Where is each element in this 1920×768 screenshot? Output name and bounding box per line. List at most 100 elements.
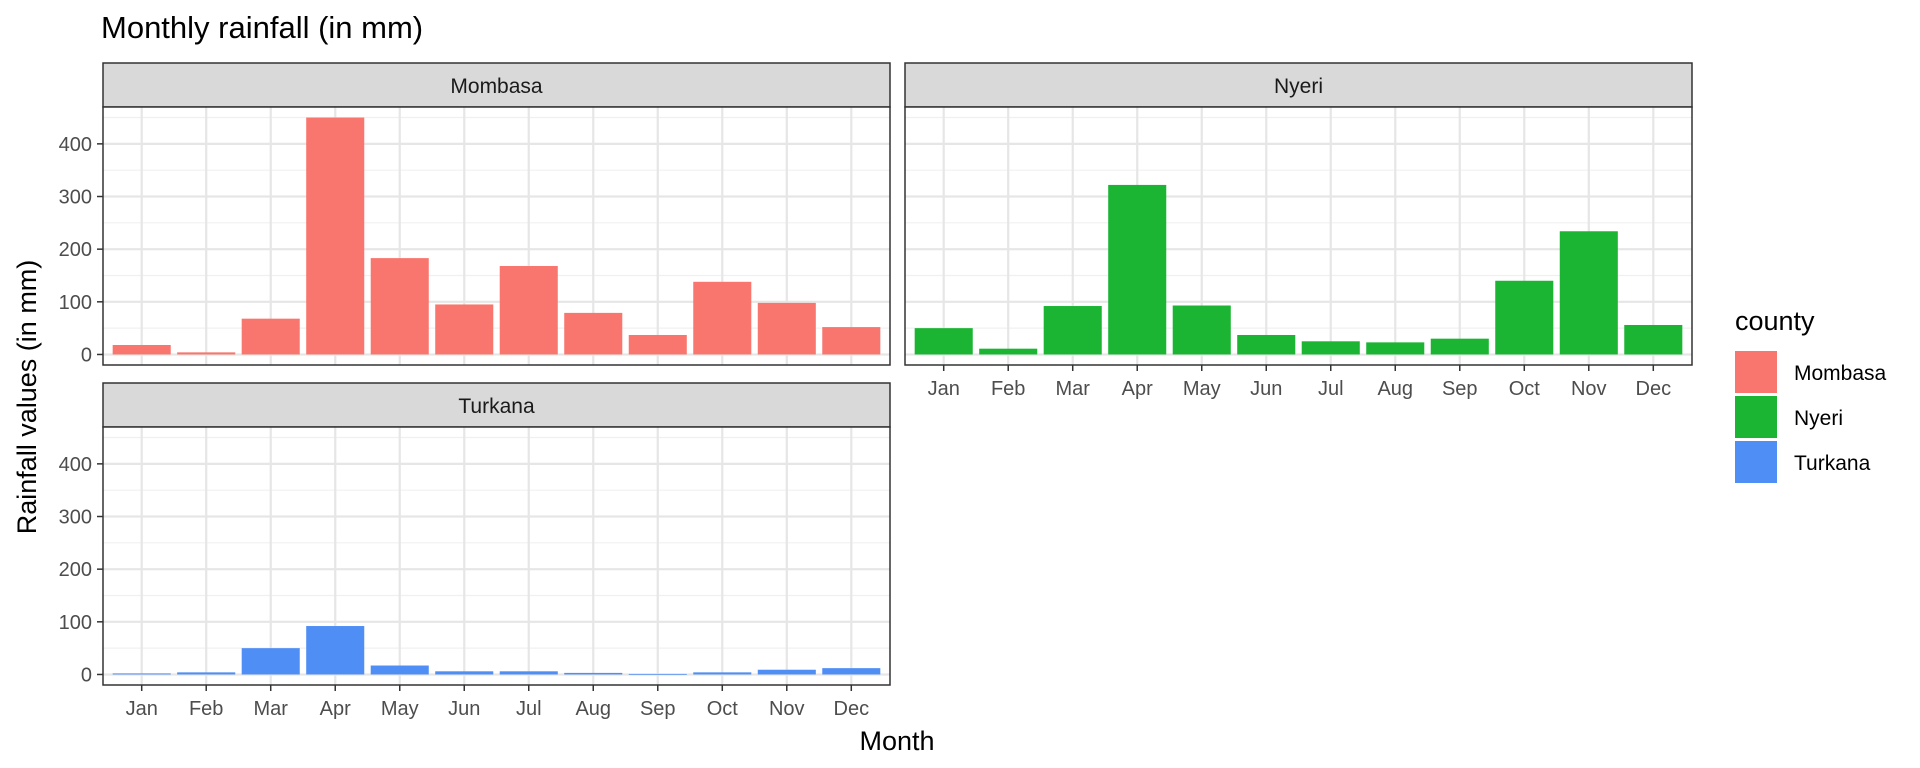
legend-label-turkana: Turkana	[1794, 452, 1871, 475]
y-tick-label: 100	[59, 292, 92, 314]
legend: county Mombasa Nyeri Turkana	[1735, 306, 1887, 483]
x-tick-label: Jul	[1318, 378, 1344, 400]
y-axis-title: Rainfall values (in mm)	[12, 260, 42, 535]
panel-turkana	[102, 426, 891, 686]
facet-strip-nyeri	[904, 62, 1693, 108]
bar-mombasa-apr	[306, 117, 365, 355]
y-tick-label: 400	[59, 454, 92, 476]
legend-swatch-turkana	[1735, 441, 1777, 483]
panel-mombasa	[102, 106, 891, 366]
bar-nyeri-apr	[1108, 184, 1167, 355]
bar-nyeri-oct	[1495, 280, 1554, 355]
bar-turkana-mar	[241, 648, 300, 675]
bar-mombasa-may	[370, 258, 429, 355]
bar-mombasa-nov	[757, 302, 816, 355]
panel-background	[103, 427, 890, 685]
x-axis-title: Month	[859, 726, 934, 756]
panel-nyeri	[904, 106, 1693, 366]
bar-mombasa-jan	[112, 344, 171, 355]
bar-nyeri-may	[1172, 305, 1231, 355]
x-tick-label: Aug	[575, 698, 611, 720]
facet-nyeri: Nyeri	[904, 62, 1693, 366]
x-tick-label: Mar	[1055, 378, 1090, 400]
x-tick-label: Oct	[707, 698, 739, 720]
y-tick-label: 300	[59, 507, 92, 529]
x-tick-label: Nov	[1571, 378, 1607, 400]
bar-turkana-jan	[112, 673, 171, 675]
bar-nyeri-mar	[1043, 306, 1102, 355]
bar-nyeri-feb	[979, 348, 1038, 355]
y-tick-label: 0	[81, 344, 92, 366]
x-tick-label: May	[1183, 378, 1221, 400]
facet-label-nyeri: Nyeri	[1274, 75, 1323, 98]
axis-ticks: 0 100 200 300 400 Jan Feb Mar Apr May Jun Jul Aug Sep…	[59, 134, 1671, 720]
x-tick-label: Jan	[928, 378, 960, 400]
bar-turkana-oct	[693, 672, 752, 675]
x-tick-label: Apr	[320, 698, 351, 720]
facet-strip-mombasa	[102, 62, 891, 108]
bar-turkana-jul	[499, 671, 558, 675]
y-tick-label: 300	[59, 187, 92, 209]
x-tick-label: Dec	[1636, 378, 1672, 400]
x-tick-label: Jun	[448, 698, 480, 720]
y-tick-label: 0	[81, 664, 92, 686]
bar-mombasa-mar	[241, 318, 300, 355]
x-tick-label: Jan	[126, 698, 158, 720]
bar-mombasa-sep	[628, 334, 687, 355]
bar-mombasa-oct	[693, 281, 752, 355]
legend-title: county	[1735, 306, 1815, 336]
bar-mombasa-feb	[177, 352, 236, 355]
x-tick-label: Feb	[991, 378, 1025, 400]
x-tick-label: Sep	[1442, 378, 1478, 400]
panel-border	[102, 106, 891, 366]
y-tick-label: 200	[59, 559, 92, 581]
y-tick-label: 400	[59, 134, 92, 156]
bar-nyeri-aug	[1366, 342, 1425, 355]
facet-mombasa: Mombasa	[102, 62, 891, 366]
bar-turkana-may	[370, 665, 429, 675]
bar-turkana-apr	[306, 626, 365, 675]
x-tick-label: Jul	[516, 698, 542, 720]
legend-label-nyeri: Nyeri	[1794, 407, 1843, 430]
x-tick-label: Dec	[834, 698, 870, 720]
bar-turkana-aug	[564, 672, 623, 675]
bar-turkana-feb	[177, 672, 236, 675]
x-tick-label: Oct	[1509, 378, 1541, 400]
bar-mombasa-jul	[499, 266, 558, 355]
chart-title: Monthly rainfall (in mm)	[101, 10, 423, 45]
x-tick-label: Mar	[253, 698, 288, 720]
legend-label-mombasa: Mombasa	[1794, 362, 1887, 385]
bar-nyeri-jan	[914, 328, 973, 355]
x-tick-label: Feb	[189, 698, 223, 720]
bar-nyeri-nov	[1559, 231, 1618, 355]
bar-turkana-sep	[628, 673, 687, 675]
bar-turkana-dec	[822, 668, 881, 675]
y-tick-label: 200	[59, 239, 92, 261]
x-tick-label: May	[381, 698, 419, 720]
bar-turkana-jun	[435, 671, 494, 675]
legend-keys: Mombasa Nyeri Turkana	[1735, 351, 1887, 483]
panel-border	[904, 106, 1693, 366]
bar-nyeri-jul	[1301, 341, 1360, 355]
x-tick-label: Apr	[1122, 378, 1153, 400]
bar-mombasa-aug	[564, 312, 623, 355]
x-tick-label: Aug	[1377, 378, 1413, 400]
x-tick-label: Nov	[769, 698, 805, 720]
facet-label-mombasa: Mombasa	[450, 75, 543, 98]
x-tick-label: Jun	[1250, 378, 1282, 400]
bar-nyeri-sep	[1430, 338, 1489, 355]
facet-label-turkana: Turkana	[458, 395, 535, 418]
legend-swatch-nyeri	[1735, 396, 1777, 438]
bar-nyeri-jun	[1237, 334, 1296, 355]
y-tick-label: 100	[59, 612, 92, 634]
x-tick-label: Sep	[640, 698, 676, 720]
panel-border	[102, 426, 891, 686]
legend-swatch-mombasa	[1735, 351, 1777, 393]
bar-mombasa-jun	[435, 304, 494, 355]
facet-turkana: Turkana	[102, 382, 891, 686]
bar-nyeri-dec	[1624, 324, 1683, 355]
facet-strip-turkana	[102, 382, 891, 428]
bar-turkana-nov	[757, 669, 816, 675]
bar-mombasa-dec	[822, 327, 881, 355]
